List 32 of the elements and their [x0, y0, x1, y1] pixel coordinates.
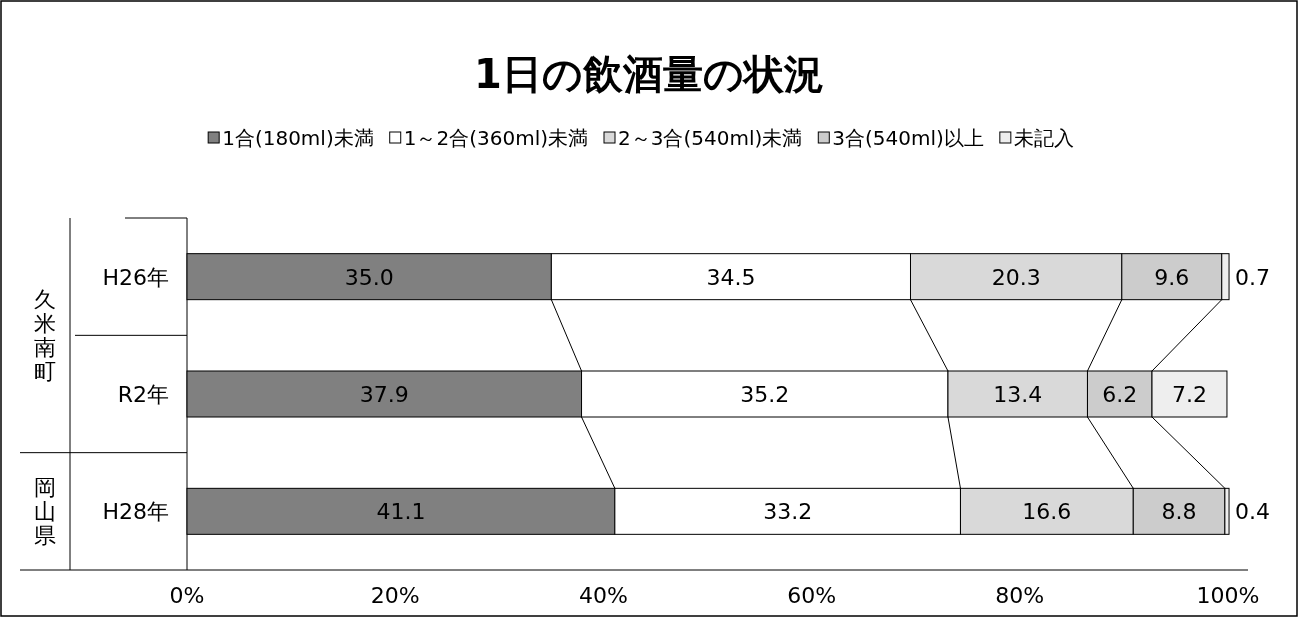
x-tick-label: 100% [1196, 583, 1260, 608]
legend-label: 1合(180ml)未満 [222, 126, 374, 150]
data-label: 0.4 [1235, 499, 1271, 525]
data-label: 9.6 [1154, 264, 1190, 290]
data-label: 0.7 [1235, 264, 1271, 290]
data-label: 7.2 [1171, 382, 1207, 407]
data-label: 8.8 [1161, 499, 1197, 525]
legend-label: 2～3合(540ml)未満 [618, 126, 803, 150]
legend-label: 1～2合(360ml)未満 [403, 126, 588, 150]
data-label: 41.1 [376, 499, 426, 525]
chart-title: 1日の飲酒量の状況 [474, 51, 824, 97]
data-label: 35.0 [344, 264, 394, 290]
data-label: 37.9 [359, 382, 409, 407]
data-label: 20.3 [991, 264, 1041, 290]
legend-label: 3合(540ml)以上 [832, 126, 984, 150]
data-label: 34.5 [706, 264, 756, 290]
data-label: 6.2 [1102, 382, 1138, 407]
data-label: 33.2 [763, 499, 813, 525]
text: 岡山県 [34, 475, 56, 549]
text: 久米南町 [34, 287, 56, 385]
data-label: 35.2 [740, 382, 790, 407]
x-tick-label: 0% [169, 583, 205, 608]
y-tick-label: R2年 [117, 382, 169, 407]
data-label: 16.6 [1022, 499, 1072, 525]
y-tick-label: H28年 [102, 499, 169, 525]
data-label: 13.4 [993, 382, 1043, 407]
x-tick-label: 60% [787, 583, 837, 608]
x-tick-label: 20% [370, 583, 420, 608]
y-tick-label: H26年 [102, 264, 169, 290]
x-tick-label: 40% [578, 583, 628, 608]
legend-label: 未記入 [1013, 126, 1074, 150]
x-tick-label: 80% [995, 583, 1045, 608]
